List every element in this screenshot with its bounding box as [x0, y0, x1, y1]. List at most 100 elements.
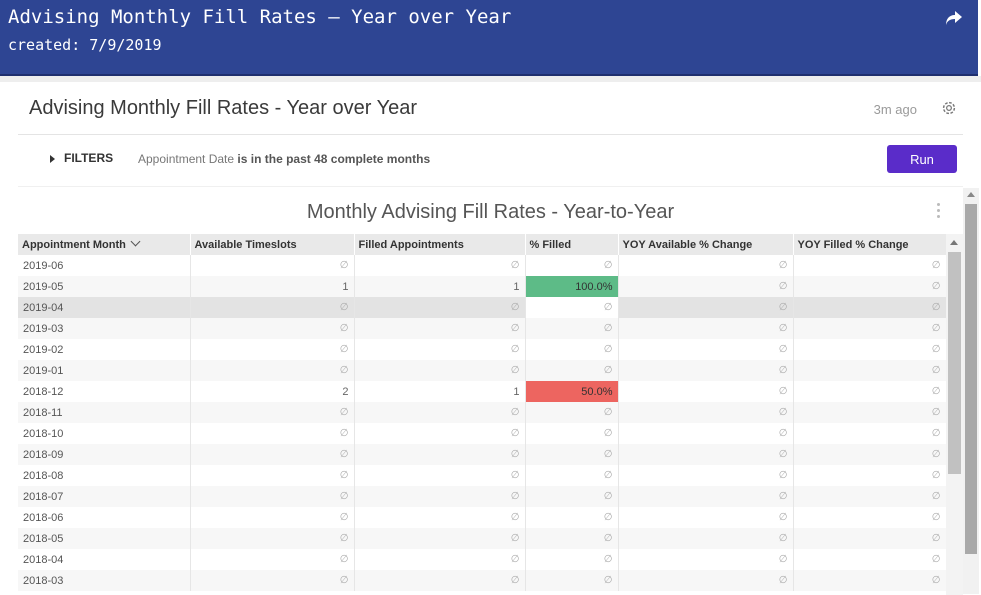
cell-month: 2019-01 [18, 360, 191, 381]
cell-pct-filled: ∅ [525, 297, 619, 318]
dashboard-title: Advising Monthly Fill Rates – Year over … [8, 6, 512, 28]
gear-icon[interactable] [940, 99, 958, 117]
cell-yoy-available: ∅ [618, 570, 794, 591]
cell-filled: ∅ [354, 507, 526, 528]
cell-filled: 1 [354, 381, 526, 402]
cell-filled: ∅ [354, 570, 526, 591]
cell-yoy-filled: ∅ [793, 381, 947, 402]
cell-yoy-filled: ∅ [793, 507, 947, 528]
cell-pct-filled: ∅ [525, 507, 619, 528]
cell-filled: 1 [354, 276, 526, 297]
cell-yoy-available: ∅ [618, 465, 794, 486]
cell-pct-filled: ∅ [525, 360, 619, 381]
cell-pct-filled: ∅ [525, 318, 619, 339]
cell-month: 2018-12 [18, 381, 191, 402]
cell-filled: ∅ [354, 318, 526, 339]
cell-month: 2018-06 [18, 507, 191, 528]
cell-pct-filled: 50.0% [525, 381, 619, 402]
cell-month: 2018-04 [18, 549, 191, 570]
cell-yoy-available: ∅ [618, 318, 794, 339]
column-header-filled-appointments[interactable]: Filled Appointments [354, 234, 526, 255]
cell-month: 2019-06 [18, 255, 191, 276]
more-options-icon[interactable] [935, 203, 941, 221]
cell-available: ∅ [190, 444, 355, 465]
table-row: 2018-11 ∅ ∅ ∅ ∅ ∅ [18, 402, 947, 423]
cell-yoy-filled: ∅ [793, 360, 947, 381]
cell-filled: ∅ [354, 444, 526, 465]
cell-available: ∅ [190, 318, 355, 339]
cell-available: ∅ [190, 570, 355, 591]
cell-yoy-available: ∅ [618, 549, 794, 570]
cell-yoy-filled: ∅ [793, 297, 947, 318]
table-row: 2018-10 ∅ ∅ ∅ ∅ ∅ [18, 423, 947, 444]
cell-yoy-available: ∅ [618, 423, 794, 444]
table-row: 2018-08 ∅ ∅ ∅ ∅ ∅ [18, 465, 947, 486]
cell-filled: ∅ [354, 465, 526, 486]
column-header-available-timeslots[interactable]: Available Timeslots [190, 234, 355, 255]
cell-filled: ∅ [354, 528, 526, 549]
cell-yoy-available: ∅ [618, 486, 794, 507]
cell-yoy-available: ∅ [618, 507, 794, 528]
filter-summary: Appointment Date is in the past 48 compl… [138, 152, 430, 166]
cell-pct-filled: ∅ [525, 444, 619, 465]
cell-month: 2018-05 [18, 528, 191, 549]
cell-filled: ∅ [354, 402, 526, 423]
cell-pct-filled: 100.0% [525, 276, 619, 297]
cell-month: 2019-05 [18, 276, 191, 297]
table-row: 2018-07 ∅ ∅ ∅ ∅ ∅ [18, 486, 947, 507]
table-row: 2018-05 ∅ ∅ ∅ ∅ ∅ [18, 528, 947, 549]
column-header-appointment-month[interactable]: Appointment Month [18, 234, 191, 255]
cell-available: ∅ [190, 486, 355, 507]
cell-available: ∅ [190, 507, 355, 528]
cell-month: 2019-04 [18, 297, 191, 318]
cell-month: 2018-09 [18, 444, 191, 465]
cell-pct-filled: ∅ [525, 570, 619, 591]
table-row: 2019-02 ∅ ∅ ∅ ∅ ∅ [18, 339, 947, 360]
cell-available: ∅ [190, 549, 355, 570]
sort-down-icon [130, 236, 141, 246]
cell-yoy-filled: ∅ [793, 402, 947, 423]
column-header-yoy-available[interactable]: YOY Available % Change [618, 234, 794, 255]
column-header-yoy-filled[interactable]: YOY Filled % Change [793, 234, 947, 255]
table-row: 2018-06 ∅ ∅ ∅ ∅ ∅ [18, 507, 947, 528]
run-button[interactable]: Run [887, 145, 957, 173]
column-header-pct-filled[interactable]: % Filled [525, 234, 619, 255]
filters-toggle[interactable]: FILTERS [50, 151, 113, 165]
card-title: Advising Monthly Fill Rates - Year over … [29, 97, 417, 119]
last-updated: 3m ago [873, 102, 917, 117]
cell-yoy-filled: ∅ [793, 486, 947, 507]
cell-available: ∅ [190, 423, 355, 444]
cell-yoy-available: ∅ [618, 528, 794, 549]
scroll-up-icon[interactable] [950, 240, 958, 245]
cell-month: 2018-11 [18, 402, 191, 423]
cell-yoy-filled: ∅ [793, 339, 947, 360]
cell-yoy-available: ∅ [618, 297, 794, 318]
table-scrollbar-thumb[interactable] [948, 252, 961, 474]
created-date: created: 7/9/2019 [8, 36, 162, 54]
table-scrollbar[interactable] [946, 234, 963, 595]
cell-month: 2019-03 [18, 318, 191, 339]
cell-filled: ∅ [354, 255, 526, 276]
cell-yoy-filled: ∅ [793, 423, 947, 444]
cell-month: 2018-08 [18, 465, 191, 486]
cell-yoy-available: ∅ [618, 402, 794, 423]
cell-month: 2018-03 [18, 570, 191, 591]
cell-available: ∅ [190, 297, 355, 318]
cell-pct-filled: ∅ [525, 423, 619, 444]
page-scrollbar-thumb[interactable] [965, 204, 977, 554]
cell-filled: ∅ [354, 360, 526, 381]
cell-available: ∅ [190, 360, 355, 381]
filter-condition: is in the past 48 complete months [237, 152, 431, 166]
share-arrow-icon[interactable] [944, 8, 964, 28]
cell-yoy-filled: ∅ [793, 318, 947, 339]
scroll-up-icon[interactable] [967, 192, 975, 197]
separator [0, 76, 981, 82]
cell-yoy-filled: ∅ [793, 444, 947, 465]
cell-pct-filled: ∅ [525, 402, 619, 423]
cell-yoy-available: ∅ [618, 276, 794, 297]
cell-yoy-filled: ∅ [793, 276, 947, 297]
cell-month: 2018-07 [18, 486, 191, 507]
cell-yoy-filled: ∅ [793, 528, 947, 549]
table-row: 2019-05 1 1 100.0% ∅ ∅ [18, 276, 947, 297]
page-scrollbar[interactable] [963, 188, 979, 594]
